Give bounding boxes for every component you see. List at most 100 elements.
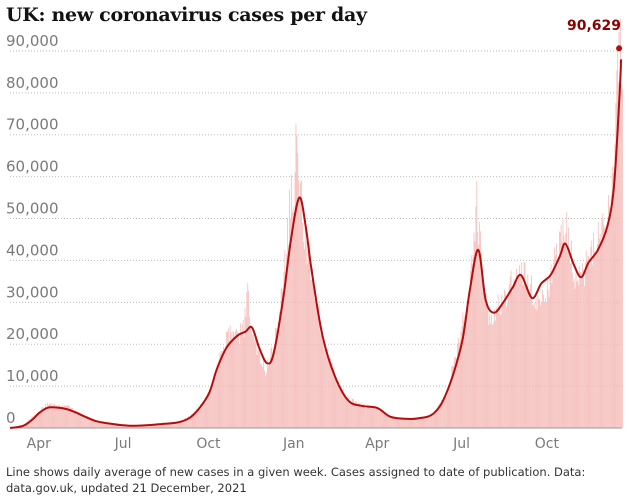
daily-case-bar xyxy=(222,351,224,428)
x-tick-label: Jul xyxy=(452,436,470,452)
x-axis-tick-labels: Apr Jul Oct Jan Apr Jul Oct xyxy=(27,436,560,452)
daily-case-bar xyxy=(124,425,126,428)
daily-case-bar xyxy=(325,345,327,428)
daily-case-bar xyxy=(442,402,443,428)
daily-case-bar xyxy=(542,289,543,428)
daily-case-bar xyxy=(249,316,250,428)
daily-case-bar xyxy=(622,89,623,429)
daily-case-bar xyxy=(72,407,73,428)
daily-case-bar xyxy=(172,423,174,428)
daily-case-bar xyxy=(257,350,259,428)
daily-case-bar xyxy=(336,377,338,428)
daily-case-bar xyxy=(55,406,57,428)
daily-case-bar xyxy=(99,422,100,428)
daily-case-bar xyxy=(246,292,248,428)
daily-case-bar xyxy=(108,423,110,428)
daily-case-bar xyxy=(509,276,511,428)
daily-case-bar xyxy=(207,395,209,428)
daily-case-bar xyxy=(560,224,562,428)
daily-case-bar xyxy=(291,211,293,428)
daily-case-bar xyxy=(174,422,175,428)
daily-case-bar xyxy=(239,323,241,428)
daily-case-bar xyxy=(288,244,289,428)
daily-case-bar xyxy=(111,423,112,428)
daily-case-bar xyxy=(520,262,522,428)
daily-case-bar xyxy=(136,425,137,428)
daily-case-bar xyxy=(495,307,497,428)
daily-case-bar xyxy=(113,424,115,428)
daily-case-bar xyxy=(448,387,450,428)
daily-case-bar xyxy=(232,331,234,428)
daily-case-bar xyxy=(455,357,456,428)
daily-case-bar xyxy=(577,279,579,428)
daily-case-bar xyxy=(527,274,529,428)
daily-case-bar xyxy=(532,305,534,428)
x-tick-label: Apr xyxy=(27,436,51,452)
daily-case-bar xyxy=(468,306,469,428)
daily-case-bar xyxy=(456,345,458,428)
daily-case-bar xyxy=(533,302,535,428)
daily-case-bar xyxy=(307,245,309,428)
daily-case-bar xyxy=(596,250,597,428)
daily-case-bar xyxy=(150,424,151,428)
daily-case-bar xyxy=(184,418,186,428)
daily-case-bar xyxy=(609,207,610,428)
daily-case-bar xyxy=(79,412,81,428)
daily-case-bar xyxy=(392,415,393,428)
daily-case-bar xyxy=(392,416,394,428)
daily-case-bar xyxy=(562,219,564,428)
daily-case-bar xyxy=(456,357,457,428)
daily-case-bar xyxy=(339,388,340,428)
daily-case-bar xyxy=(461,326,463,428)
daily-case-bar xyxy=(452,365,454,428)
daily-case-bar xyxy=(149,424,150,428)
daily-case-bar xyxy=(321,327,323,428)
daily-case-bar xyxy=(512,290,514,428)
daily-case-bar xyxy=(139,425,141,428)
daily-case-bar xyxy=(443,396,445,428)
daily-case-bar xyxy=(41,406,43,428)
daily-case-bar xyxy=(333,366,335,428)
daily-case-bar xyxy=(316,294,317,428)
daily-case-bar xyxy=(558,257,559,428)
daily-case-bar xyxy=(421,416,423,428)
daily-case-bar xyxy=(60,406,61,428)
daily-case-bar xyxy=(367,404,368,428)
daily-case-bar xyxy=(471,263,473,428)
daily-case-bar xyxy=(44,409,46,428)
daily-case-bar xyxy=(424,416,426,428)
daily-case-bar xyxy=(229,325,231,428)
daily-case-bar xyxy=(69,406,71,428)
daily-case-bar xyxy=(361,404,363,428)
daily-case-bar xyxy=(81,414,83,428)
daily-case-bar xyxy=(390,416,391,428)
daily-case-bar xyxy=(211,386,212,428)
daily-case-bar xyxy=(356,404,358,428)
daily-case-bar xyxy=(534,308,536,428)
daily-case-bar xyxy=(43,408,45,428)
daily-case-bar xyxy=(404,418,405,428)
daily-case-bar xyxy=(368,404,370,428)
daily-case-bar xyxy=(482,285,484,428)
daily-case-bar xyxy=(106,422,108,428)
daily-case-bar xyxy=(316,306,318,428)
daily-case-bar xyxy=(324,349,326,428)
daily-case-bar xyxy=(467,306,468,428)
daily-case-bar xyxy=(244,307,246,428)
daily-case-bar xyxy=(447,389,449,428)
daily-case-bar xyxy=(463,320,465,428)
daily-case-bar xyxy=(313,286,314,428)
daily-case-bar xyxy=(600,245,602,428)
daily-cases-bars xyxy=(10,18,623,429)
daily-case-bar xyxy=(487,310,489,428)
y-axis-tick-labels: 0 10,000 20,000 30,000 40,000 50,000 60,000 70,… xyxy=(6,32,59,427)
daily-case-bar xyxy=(528,290,530,428)
daily-case-bar xyxy=(352,398,353,428)
daily-case-bar xyxy=(323,349,325,428)
daily-case-bar xyxy=(388,414,390,428)
y-tick-label: 50,000 xyxy=(6,200,59,218)
daily-case-bar xyxy=(147,424,148,428)
daily-case-bar xyxy=(143,425,145,428)
daily-case-bar xyxy=(510,270,512,428)
